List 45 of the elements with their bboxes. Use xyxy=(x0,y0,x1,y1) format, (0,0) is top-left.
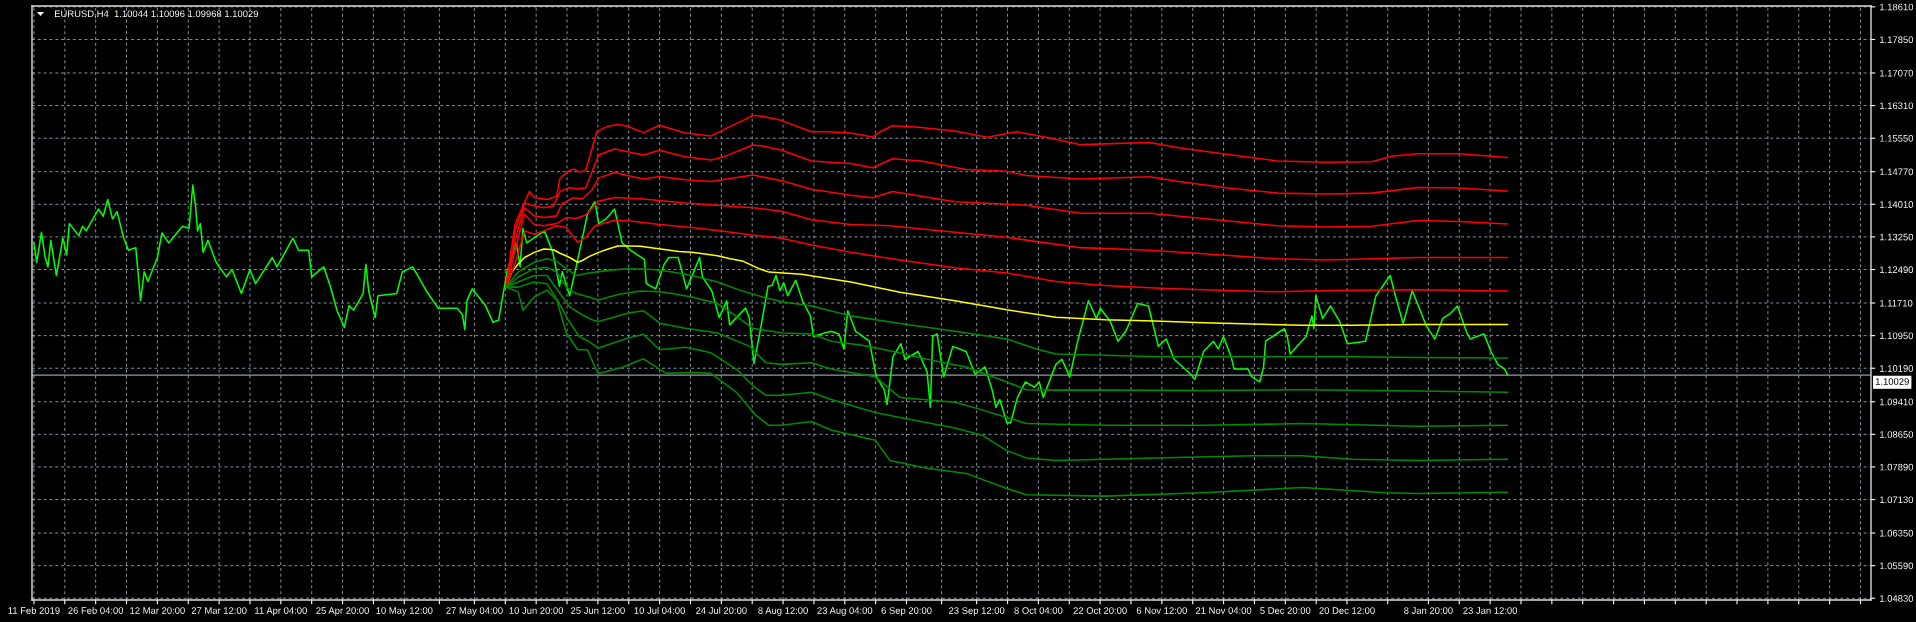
x-tick-label: 23 Jan 12:00 xyxy=(1463,607,1518,614)
y-tick-label: 1.16310 xyxy=(1880,102,1914,110)
x-tick-label: 23 Aug 04:00 xyxy=(817,607,873,616)
chart-title: EURUSD,H4 1.10044 1.10096 1.09968 1.10029 xyxy=(55,10,259,19)
y-tick-label: 1.12490 xyxy=(1880,266,1914,274)
y-tick-label: 1.04830 xyxy=(1880,595,1914,602)
x-tick-label: 10 Jul 04:00 xyxy=(634,606,685,614)
y-tick-label: 1.11710 xyxy=(1880,299,1913,307)
x-tick-label: 11 Feb 2019 xyxy=(8,606,60,614)
y-tick-label: 1.09410 xyxy=(1880,398,1914,406)
x-tick-label: 8 Oct 04:00 xyxy=(1014,607,1063,614)
y-tick-label: 1.07890 xyxy=(1880,463,1914,471)
y-tick-label: 1.18610 xyxy=(1880,3,1914,11)
x-tick-label: 27 Mar 12:00 xyxy=(191,607,247,614)
x-tick-label: 25 Apr 20:00 xyxy=(316,607,369,616)
x-tick-label: 5 Dec 20:00 xyxy=(1260,607,1311,614)
x-tick-label: 24 Jul 20:00 xyxy=(696,606,747,614)
y-tick-label: 1.08650 xyxy=(1880,431,1914,438)
y-tick-label: 1.13250 xyxy=(1880,233,1914,241)
x-tick-label: 27 May 04:00 xyxy=(446,607,503,616)
y-tick-label: 1.10190 xyxy=(1880,365,1914,372)
y-tick-label: 1.14770 xyxy=(1880,168,1914,176)
y-tick-label: 1.15550 xyxy=(1880,135,1914,142)
x-tick-label: 22 Oct 20:00 xyxy=(1073,607,1127,614)
x-tick-label: 23 Sep 12:00 xyxy=(949,607,1005,616)
x-tick-label: 8 Jan 20:00 xyxy=(1404,607,1453,614)
x-tick-label: 6 Sep 20:00 xyxy=(881,607,932,616)
y-tick-label: 1.05590 xyxy=(1880,562,1914,570)
x-tick-label: 10 May 12:00 xyxy=(376,607,433,616)
y-tick-label: 1.07130 xyxy=(1880,496,1914,504)
y-tick-label: 1.06350 xyxy=(1880,529,1914,537)
y-tick-label: 1.14010 xyxy=(1880,201,1914,208)
ref-line-label: 1.10029 xyxy=(1875,378,1909,385)
x-tick-label: 25 Jun 12:00 xyxy=(571,607,625,614)
y-tick-label: 1.10950 xyxy=(1880,332,1914,340)
x-tick-label: 20 Dec 12:00 xyxy=(1319,607,1375,614)
x-tick-label: 10 Jun 20:00 xyxy=(509,607,564,614)
x-tick-label: 6 Nov 12:00 xyxy=(1136,607,1187,614)
x-tick-label: 11 Apr 04:00 xyxy=(255,607,307,616)
y-tick-label: 1.17850 xyxy=(1880,36,1914,43)
x-tick-label: 21 Nov 04:00 xyxy=(1195,607,1252,614)
x-tick-label: 26 Feb 04:00 xyxy=(68,606,124,614)
y-tick-label: 1.17070 xyxy=(1880,69,1914,77)
x-tick-label: 8 Aug 12:00 xyxy=(758,607,808,616)
x-tick-label: 12 Mar 20:00 xyxy=(130,607,185,614)
